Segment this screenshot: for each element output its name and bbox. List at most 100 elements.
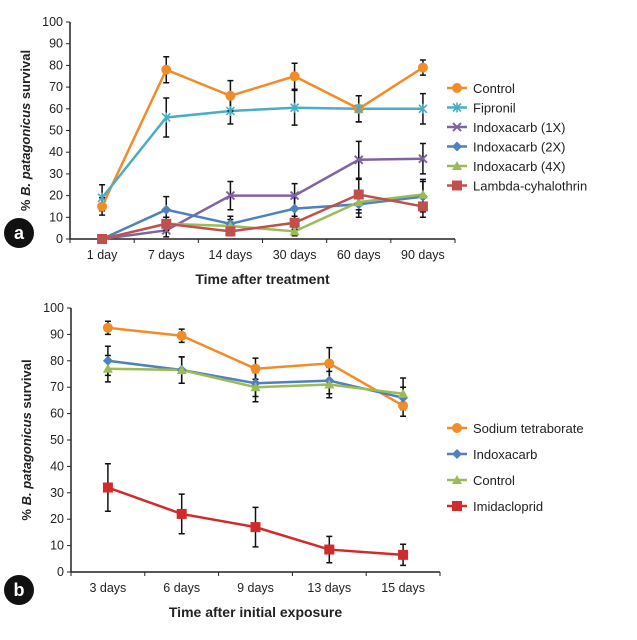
x-axis-label: Time after initial exposure bbox=[169, 604, 342, 620]
legend-marker bbox=[452, 423, 462, 433]
legend-label: Control bbox=[473, 473, 515, 488]
y-tick-label: 20 bbox=[49, 189, 63, 203]
y-tick-label: 20 bbox=[50, 512, 64, 526]
legend-marker bbox=[452, 449, 462, 459]
data-point bbox=[289, 226, 300, 236]
data-point bbox=[102, 322, 113, 333]
data-point bbox=[354, 103, 364, 114]
y-tick-label: 80 bbox=[50, 354, 64, 368]
series-line bbox=[101, 193, 424, 241]
panel-label-badge bbox=[4, 218, 34, 248]
y-tick-label: 100 bbox=[42, 15, 63, 29]
data-point bbox=[417, 201, 428, 212]
legend-label: Indoxacarb (2X) bbox=[473, 140, 566, 155]
x-tick-label: 7 days bbox=[148, 248, 185, 262]
panel-label: b bbox=[14, 580, 25, 600]
data-point bbox=[289, 203, 300, 214]
y-tick-label: 80 bbox=[49, 58, 63, 72]
data-point bbox=[161, 112, 171, 123]
data-point bbox=[289, 217, 300, 228]
legend: Control Fipronil Indoxacarb (1X) Indoxacarb… bbox=[447, 81, 587, 194]
legend-marker bbox=[452, 102, 462, 113]
x-tick-label: 15 days bbox=[381, 581, 425, 595]
x-tick-label: 9 days bbox=[237, 581, 274, 595]
data-point bbox=[250, 363, 261, 374]
data-point bbox=[290, 102, 300, 113]
y-tick-label: 10 bbox=[50, 539, 64, 553]
legend-marker bbox=[452, 122, 462, 132]
legend: Sodium tetraborate Indoxacarb Control Imida… bbox=[447, 421, 584, 514]
y-tick-label: 70 bbox=[49, 80, 63, 94]
data-point bbox=[418, 103, 428, 114]
series-line bbox=[100, 66, 424, 207]
x-tick-label: 30 days bbox=[273, 248, 317, 262]
y-tick-label: 50 bbox=[50, 433, 64, 447]
data-point bbox=[324, 358, 335, 369]
legend-marker bbox=[452, 83, 462, 93]
data-point bbox=[398, 388, 409, 398]
series-indoxacarb-1x- bbox=[101, 157, 423, 241]
y-tick-label: 10 bbox=[49, 210, 63, 224]
data-point bbox=[225, 105, 235, 116]
x-tick-label: 6 days bbox=[163, 581, 200, 595]
data-point bbox=[225, 190, 236, 201]
y-axis-label: % B. patagonicus survival bbox=[18, 50, 33, 211]
data-point bbox=[398, 549, 409, 560]
y-tick-label: 60 bbox=[49, 102, 63, 116]
legend-marker bbox=[452, 141, 462, 152]
legend-marker bbox=[452, 180, 462, 191]
data-point bbox=[97, 192, 107, 203]
data-point bbox=[97, 201, 108, 212]
y-tick-label: 70 bbox=[50, 380, 64, 394]
data-point bbox=[324, 379, 335, 389]
series-line bbox=[101, 106, 423, 199]
data-point bbox=[102, 482, 113, 493]
legend-label: Sodium tetraborate bbox=[473, 421, 584, 436]
data-point bbox=[289, 71, 300, 82]
data-point bbox=[176, 330, 187, 341]
panel-label-badge bbox=[4, 575, 34, 605]
y-tick-label: 60 bbox=[50, 407, 64, 421]
legend-marker bbox=[452, 161, 462, 170]
data-point bbox=[225, 90, 236, 101]
y-tick-label: 0 bbox=[56, 232, 63, 246]
legend-label: Lambda-cyhalothrin bbox=[473, 179, 587, 194]
data-point bbox=[417, 62, 428, 73]
legend-label: Fipronil bbox=[473, 101, 516, 116]
chart-a: 0 10 20 30 40 50 60 70 80 90 100 1 day 7 days 14 days… bbox=[4, 15, 587, 287]
data-point bbox=[176, 508, 187, 519]
y-tick-label: 30 bbox=[50, 486, 64, 500]
x-tick-label: 90 days bbox=[401, 248, 445, 262]
data-point bbox=[250, 522, 261, 533]
legend-label: Control bbox=[473, 81, 515, 96]
legend-label: Indoxacarb (1X) bbox=[473, 120, 566, 135]
x-axis-label: Time after treatment bbox=[195, 271, 330, 287]
data-point bbox=[354, 155, 364, 165]
x-tick-label: 14 days bbox=[209, 248, 253, 262]
series-control bbox=[100, 66, 424, 207]
series-lambda-cyhalothrin bbox=[101, 193, 424, 241]
series-line bbox=[101, 157, 423, 241]
data-point bbox=[102, 355, 113, 366]
data-point bbox=[225, 226, 236, 237]
y-tick-label: 90 bbox=[49, 37, 63, 51]
y-tick-label: 90 bbox=[50, 327, 64, 341]
data-point bbox=[324, 544, 335, 555]
data-point bbox=[289, 190, 300, 201]
data-point bbox=[176, 365, 187, 375]
data-point bbox=[161, 218, 172, 229]
data-point bbox=[353, 197, 364, 207]
data-point bbox=[417, 189, 428, 199]
data-point bbox=[161, 64, 172, 75]
legend-label: Indoxacarb bbox=[473, 447, 537, 462]
data-point bbox=[353, 189, 364, 200]
data-point bbox=[250, 382, 261, 392]
y-tick-label: 40 bbox=[50, 459, 64, 473]
legend-label: Imidacloprid bbox=[473, 499, 543, 514]
legend-label: Indoxacarb (4X) bbox=[473, 159, 566, 174]
data-point bbox=[161, 204, 172, 215]
x-tick-label: 1 day bbox=[87, 248, 118, 262]
series-line bbox=[101, 195, 424, 241]
y-tick-label: 100 bbox=[43, 301, 64, 315]
